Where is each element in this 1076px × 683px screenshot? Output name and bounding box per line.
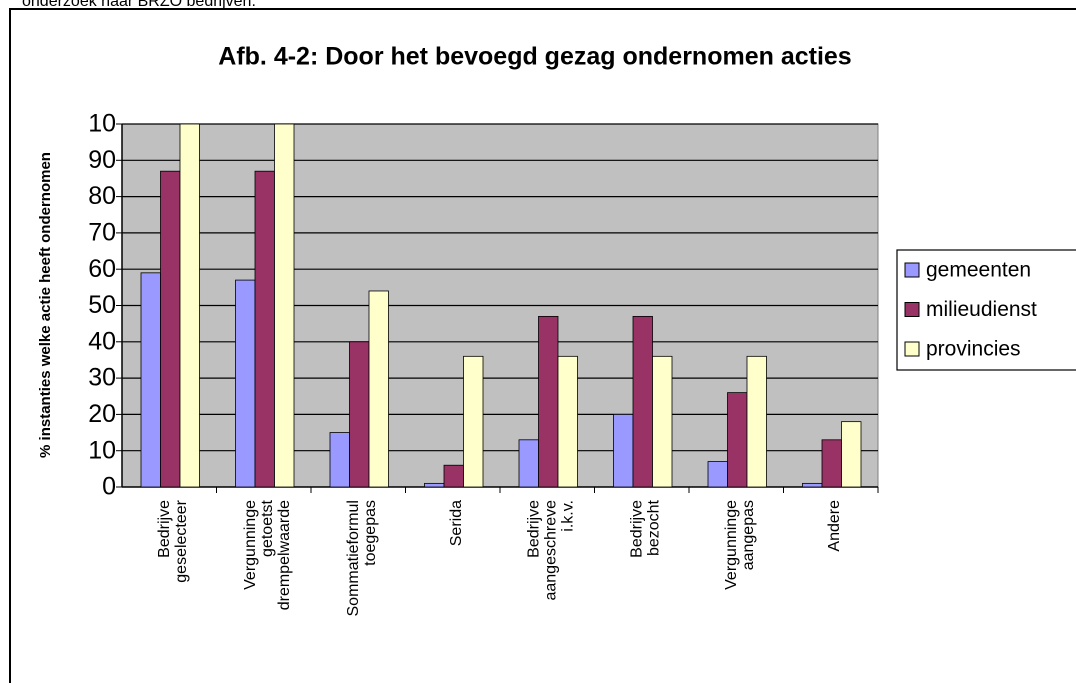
x-tick-label: Vergunningegetoetstdrempelwaarde <box>242 499 293 610</box>
bar <box>443 464 464 488</box>
legend-box <box>896 249 1076 371</box>
y-tick-label: 0 <box>102 473 116 501</box>
bar <box>424 482 445 488</box>
y-tick-label: 50 <box>88 291 116 319</box>
y-tick-label: 20 <box>88 400 116 428</box>
legend-label: gemeenten <box>926 259 1031 282</box>
bar <box>707 461 728 488</box>
above-text: onderzoek naar BRZO bedrijven. <box>22 0 256 10</box>
x-tick-label: Bedrijveaangeschrevei.k.v. <box>525 500 576 601</box>
bar <box>518 439 539 488</box>
bar <box>160 170 181 488</box>
x-tick-label: Bedrijvegeselecteer <box>156 499 190 582</box>
y-tick-label: 80 <box>88 182 116 210</box>
bar <box>235 279 256 488</box>
bar <box>254 170 275 488</box>
y-tick-label: 60 <box>88 255 116 283</box>
y-tick-label: 90 <box>88 146 116 174</box>
bar <box>274 123 295 488</box>
bar <box>349 341 370 488</box>
chart-border <box>9 8 1076 683</box>
bar <box>368 290 389 488</box>
x-tick-label: Vergunningeaangepas <box>723 500 757 590</box>
bar <box>821 439 842 488</box>
bar <box>841 421 862 488</box>
x-tick-label: Serida <box>448 500 465 546</box>
bar <box>538 315 559 488</box>
legend-label: provincies <box>926 338 1021 361</box>
bar <box>140 272 161 488</box>
x-tick-label: Andere <box>826 500 843 552</box>
legend-swatch <box>904 302 920 317</box>
y-tick-label: 30 <box>88 364 116 392</box>
bar <box>329 432 350 488</box>
bar <box>557 355 578 488</box>
legend-label: milieudienst <box>926 298 1037 321</box>
x-tick-label: Sommatieformultoegepas <box>345 500 379 616</box>
y-tick-label: 10 <box>88 436 116 464</box>
bar <box>632 315 653 488</box>
bar <box>802 482 823 488</box>
y-tick-label: 70 <box>88 219 116 247</box>
bar <box>179 123 200 488</box>
bar <box>746 355 767 488</box>
y-axis-label: % instanties welke actie heeft ondernome… <box>37 152 54 458</box>
chart-title: Afb. 4-2: Door het bevoegd gezag onderno… <box>218 43 851 71</box>
legend-swatch <box>904 341 920 357</box>
bar <box>613 413 634 488</box>
y-tick-label: 10 <box>88 110 116 138</box>
bar <box>463 355 484 488</box>
legend-swatch <box>904 262 920 278</box>
bar <box>652 355 673 488</box>
bar <box>727 392 748 488</box>
y-tick-label: 40 <box>88 327 116 355</box>
x-tick-label: Bedrijvebezocht <box>628 499 662 557</box>
